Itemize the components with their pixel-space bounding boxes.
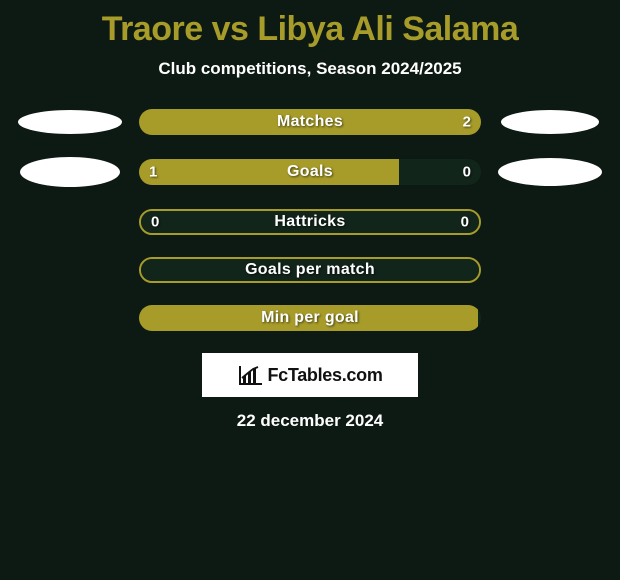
right-player-marker-col — [481, 110, 619, 134]
source-logo-text: FcTables.com — [267, 365, 382, 386]
stat-value-right: 0 — [463, 164, 471, 181]
right-player-marker-col — [481, 158, 619, 186]
stat-label: Goals per match — [141, 261, 479, 279]
bar-chart-icon — [237, 364, 263, 386]
stat-value-right: 0 — [461, 214, 469, 231]
stat-label: Hattricks — [141, 213, 479, 231]
stat-bar: Min per goal — [139, 305, 481, 331]
stat-bar: Goals per match — [139, 257, 481, 283]
source-logo: FcTables.com — [202, 353, 418, 397]
stat-value-right: 2 — [463, 114, 471, 131]
stat-row: Matches2 — [0, 109, 620, 135]
stat-label: Min per goal — [139, 309, 481, 327]
stat-bar: Matches2 — [139, 109, 481, 135]
stat-row: Hattricks0 0 — [0, 209, 620, 235]
stat-value-left: 0 — [151, 214, 159, 231]
stat-label: Matches — [139, 113, 481, 131]
stat-rows: Matches2Goals10Hattricks00Goals per matc… — [0, 109, 620, 331]
page-title: Traore vs Libya Ali Salama — [0, 10, 620, 49]
left-player-marker-col — [1, 110, 139, 134]
snapshot-date: 22 december 2024 — [0, 411, 620, 431]
left-player-marker-col — [1, 157, 139, 187]
comparison-card: Traore vs Libya Ali Salama Club competit… — [0, 0, 620, 431]
stat-label: Goals — [139, 163, 481, 181]
page-subtitle: Club competitions, Season 2024/2025 — [0, 59, 620, 79]
player-left-ellipse — [18, 110, 122, 134]
player-right-ellipse — [501, 110, 599, 134]
stat-row: Min per goal — [0, 305, 620, 331]
player-left-ellipse — [20, 157, 120, 187]
stat-value-left: 1 — [149, 164, 157, 181]
stat-bar: Hattricks0 0 — [139, 209, 481, 235]
stat-row: Goals1 0 — [0, 157, 620, 187]
stat-row: Goals per match — [0, 257, 620, 283]
stat-bar: Goals1 0 — [139, 159, 481, 185]
player-right-ellipse — [498, 158, 602, 186]
